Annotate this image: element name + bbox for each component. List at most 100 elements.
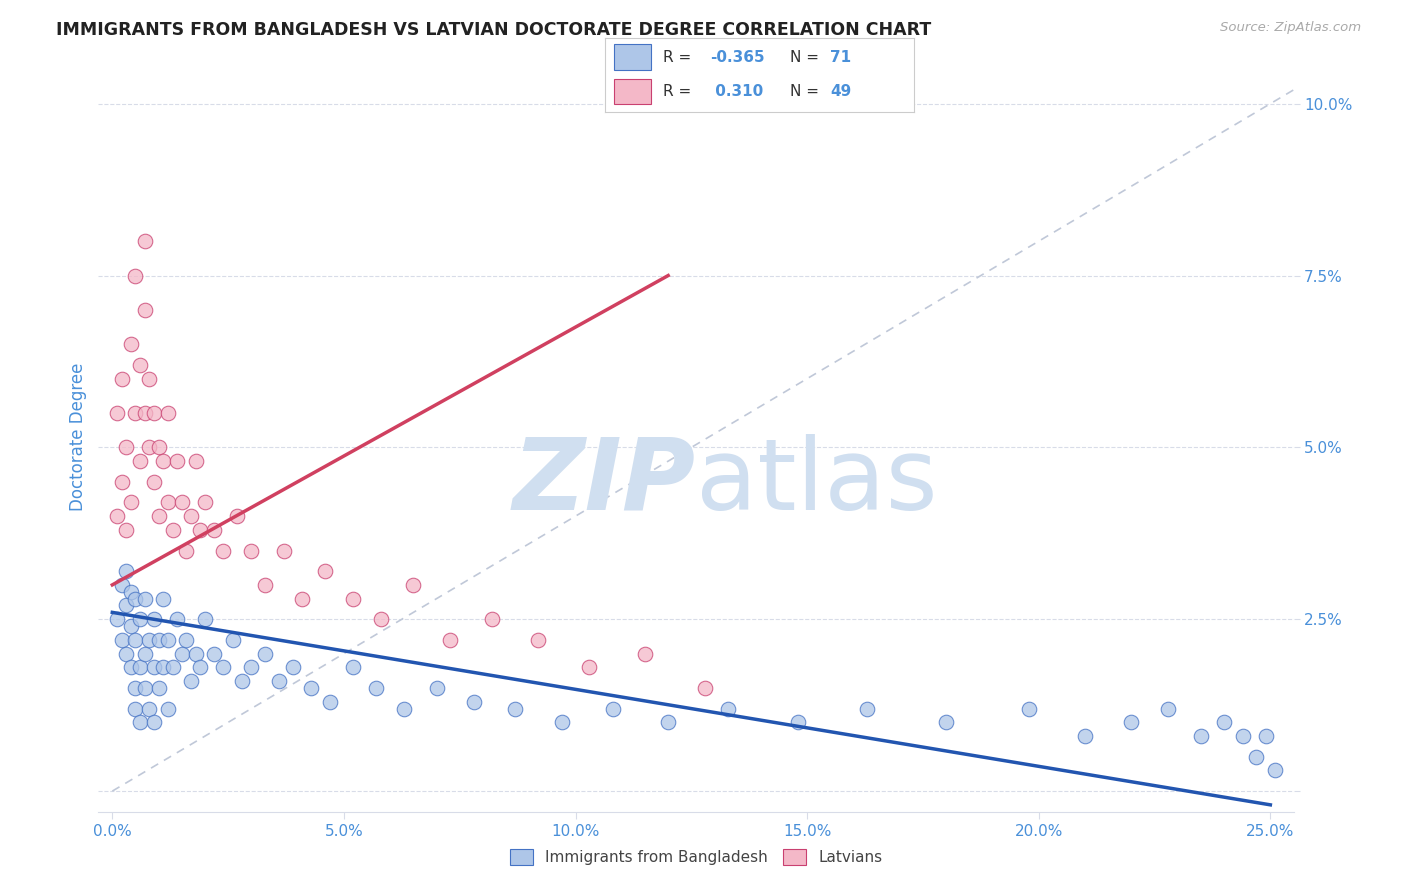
Point bbox=[301, 681, 323, 695]
Point bbox=[138, 701, 160, 715]
Point bbox=[602, 701, 624, 715]
Point bbox=[273, 543, 295, 558]
Point bbox=[115, 564, 138, 578]
Text: R =: R = bbox=[664, 50, 696, 65]
Point bbox=[115, 599, 138, 613]
Point bbox=[527, 632, 550, 647]
Point bbox=[184, 647, 207, 661]
Point bbox=[240, 660, 263, 674]
Point bbox=[129, 715, 152, 730]
Point bbox=[170, 647, 193, 661]
Point bbox=[439, 632, 461, 647]
Point bbox=[935, 715, 957, 730]
Point bbox=[342, 591, 364, 606]
Point bbox=[202, 523, 225, 537]
Point bbox=[134, 406, 156, 420]
Point bbox=[1254, 729, 1277, 743]
Point bbox=[176, 543, 198, 558]
Point bbox=[1189, 729, 1212, 743]
Point bbox=[120, 584, 142, 599]
Point bbox=[1074, 729, 1097, 743]
Point bbox=[110, 578, 132, 592]
Point bbox=[134, 234, 156, 248]
Point bbox=[166, 612, 188, 626]
Text: N =: N = bbox=[790, 50, 824, 65]
Point bbox=[152, 454, 174, 468]
Point bbox=[856, 701, 879, 715]
Text: R =: R = bbox=[664, 84, 696, 98]
Point bbox=[134, 302, 156, 317]
Point bbox=[1264, 764, 1286, 778]
Point bbox=[1018, 701, 1040, 715]
Point bbox=[148, 632, 170, 647]
Point bbox=[110, 632, 132, 647]
Point bbox=[231, 674, 253, 689]
Point bbox=[188, 660, 211, 674]
Point bbox=[786, 715, 808, 730]
Point bbox=[170, 495, 193, 509]
Point bbox=[143, 715, 166, 730]
Text: IMMIGRANTS FROM BANGLADESH VS LATVIAN DOCTORATE DEGREE CORRELATION CHART: IMMIGRANTS FROM BANGLADESH VS LATVIAN DO… bbox=[56, 21, 932, 38]
Point bbox=[148, 509, 170, 524]
Point bbox=[143, 612, 166, 626]
Point bbox=[180, 509, 202, 524]
Point bbox=[176, 632, 198, 647]
Point bbox=[124, 268, 146, 283]
Point bbox=[254, 647, 277, 661]
Point bbox=[162, 523, 184, 537]
Point bbox=[291, 591, 314, 606]
Point bbox=[148, 681, 170, 695]
Point bbox=[134, 647, 156, 661]
Point bbox=[115, 441, 138, 455]
Point bbox=[138, 371, 160, 385]
Point bbox=[202, 647, 225, 661]
Point bbox=[124, 406, 146, 420]
Point bbox=[267, 674, 290, 689]
Point bbox=[578, 660, 600, 674]
Point bbox=[156, 495, 179, 509]
Point bbox=[120, 337, 142, 351]
Point bbox=[634, 647, 657, 661]
Point bbox=[138, 441, 160, 455]
Text: N =: N = bbox=[790, 84, 824, 98]
Point bbox=[129, 454, 152, 468]
Text: Source: ZipAtlas.com: Source: ZipAtlas.com bbox=[1220, 21, 1361, 34]
Point bbox=[143, 660, 166, 674]
Point bbox=[392, 701, 415, 715]
Point bbox=[152, 660, 174, 674]
Point bbox=[152, 591, 174, 606]
Point bbox=[148, 441, 170, 455]
Point bbox=[105, 509, 128, 524]
Point bbox=[254, 578, 277, 592]
Point bbox=[188, 523, 211, 537]
Point bbox=[657, 715, 679, 730]
Point bbox=[226, 509, 249, 524]
Point bbox=[134, 591, 156, 606]
Point bbox=[314, 564, 336, 578]
Text: ZIP: ZIP bbox=[513, 434, 696, 531]
Point bbox=[120, 660, 142, 674]
Point bbox=[194, 495, 217, 509]
Point bbox=[366, 681, 388, 695]
Text: 49: 49 bbox=[831, 84, 852, 98]
Point bbox=[212, 660, 235, 674]
Point bbox=[110, 371, 132, 385]
Point bbox=[110, 475, 132, 489]
Point bbox=[1232, 729, 1254, 743]
Point bbox=[1246, 749, 1268, 764]
Point bbox=[1157, 701, 1180, 715]
Point bbox=[463, 695, 485, 709]
Point bbox=[695, 681, 717, 695]
Point bbox=[281, 660, 304, 674]
Point bbox=[156, 701, 179, 715]
Point bbox=[166, 454, 188, 468]
Text: atlas: atlas bbox=[696, 434, 938, 531]
Point bbox=[402, 578, 425, 592]
Point bbox=[212, 543, 235, 558]
Point bbox=[184, 454, 207, 468]
Text: -0.365: -0.365 bbox=[710, 50, 765, 65]
Text: 0.310: 0.310 bbox=[710, 84, 763, 98]
Legend: Immigrants from Bangladesh, Latvians: Immigrants from Bangladesh, Latvians bbox=[503, 843, 889, 871]
Y-axis label: Doctorate Degree: Doctorate Degree bbox=[69, 363, 87, 511]
Point bbox=[370, 612, 392, 626]
